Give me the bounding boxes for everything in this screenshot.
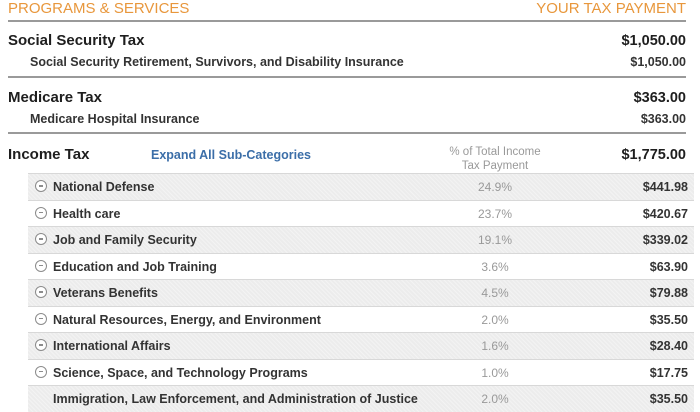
pct-header-line2: Tax Payment bbox=[461, 160, 529, 172]
category-label: International Affairs bbox=[53, 339, 171, 353]
category-row[interactable]: Science, Space, and Technology Programs … bbox=[28, 358, 694, 386]
category-amount: $420.67 bbox=[642, 206, 688, 221]
category-row[interactable]: International Affairs 1.6% $28.40 bbox=[28, 332, 694, 359]
table-header: PROGRAMS & SERVICES YOUR TAX PAYMENT bbox=[0, 0, 700, 20]
category-label: Natural Resources, Energy, and Environme… bbox=[53, 312, 321, 327]
divider bbox=[8, 20, 686, 22]
divider bbox=[8, 132, 686, 134]
medicare-sub-label: Medicare Hospital Insurance bbox=[30, 112, 200, 126]
category-pct: 24.9% bbox=[477, 180, 513, 194]
expand-circle-icon[interactable] bbox=[35, 286, 47, 298]
category-pct: 1.6% bbox=[481, 339, 509, 353]
income-tax-amount: $1,775.00 bbox=[621, 147, 686, 163]
category-label: National Defense bbox=[53, 180, 155, 194]
category-label: Veterans Benefits bbox=[53, 286, 158, 300]
category-amount: $28.40 bbox=[649, 339, 688, 353]
divider bbox=[8, 76, 686, 78]
category-amount: $63.90 bbox=[649, 259, 688, 274]
programs-services-heading: PROGRAMS & SERVICES bbox=[8, 0, 190, 17]
expand-all-sub-categories-link[interactable]: Expand All Sub-Categories bbox=[151, 148, 311, 162]
expand-circle-icon[interactable] bbox=[35, 259, 47, 272]
category-row[interactable]: Veterans Benefits 4.5% $79.88 bbox=[28, 279, 694, 306]
expand-circle-icon[interactable] bbox=[35, 339, 47, 351]
medicare-tax-title: Medicare Tax bbox=[8, 89, 102, 106]
category-label: Science, Space, and Technology Programs bbox=[53, 365, 308, 380]
category-pct: 1.0% bbox=[481, 365, 509, 380]
category-amount: $79.88 bbox=[649, 286, 688, 300]
category-pct: 4.5% bbox=[481, 286, 509, 300]
category-pct: 2.0% bbox=[481, 392, 509, 406]
expand-circle-icon[interactable] bbox=[35, 180, 47, 192]
social-security-tax-amount: $1,050.00 bbox=[621, 33, 686, 49]
category-label: Education and Job Training bbox=[53, 259, 217, 274]
your-tax-payment-heading: YOUR TAX PAYMENT bbox=[536, 0, 686, 17]
category-pct: 23.7% bbox=[477, 206, 513, 221]
category-amount: $35.50 bbox=[649, 312, 688, 327]
category-amount: $441.98 bbox=[642, 180, 688, 194]
expand-circle-icon[interactable] bbox=[35, 365, 47, 378]
social-security-tax-title: Social Security Tax bbox=[8, 32, 145, 49]
expand-circle-icon[interactable] bbox=[35, 233, 47, 245]
category-row[interactable]: Job and Family Security 19.1% $339.02 bbox=[28, 226, 694, 253]
category-amount: $17.75 bbox=[649, 365, 688, 380]
category-row[interactable]: National Defense 24.9% $441.98 bbox=[28, 173, 694, 200]
income-tax-title: Income Tax bbox=[8, 146, 90, 163]
medicare-sub-amount: $363.00 bbox=[640, 112, 686, 126]
category-amount: $339.02 bbox=[642, 233, 688, 247]
social-security-sub-label: Social Security Retirement, Survivors, a… bbox=[30, 55, 404, 69]
category-pct: 2.0% bbox=[481, 312, 509, 327]
pct-column-header: % of Total Income Tax Payment bbox=[440, 145, 550, 173]
expand-circle-icon[interactable] bbox=[35, 312, 47, 325]
expand-circle-icon[interactable] bbox=[35, 206, 47, 219]
category-row[interactable]: Education and Job Training 3.6% $63.90 bbox=[28, 252, 694, 280]
category-amount: $35.50 bbox=[649, 392, 688, 406]
category-pct: 3.6% bbox=[481, 259, 509, 274]
category-label: Immigration, Law Enforcement, and Admini… bbox=[53, 392, 418, 406]
category-row[interactable]: Immigration, Law Enforcement, and Admini… bbox=[28, 385, 694, 412]
category-label: Job and Family Security bbox=[53, 233, 197, 247]
pct-header-line1: % of Total Income bbox=[449, 146, 541, 158]
category-label: Health care bbox=[53, 206, 121, 221]
medicare-tax-amount: $363.00 bbox=[633, 90, 686, 106]
income-tax-category-list: National Defense 24.9% $441.98 Health ca… bbox=[28, 173, 694, 412]
social-security-sub-amount: $1,050.00 bbox=[630, 55, 686, 69]
category-row[interactable]: Health care 23.7% $420.67 bbox=[28, 199, 694, 227]
category-row[interactable]: Natural Resources, Energy, and Environme… bbox=[28, 305, 694, 333]
category-pct: 19.1% bbox=[477, 233, 513, 247]
